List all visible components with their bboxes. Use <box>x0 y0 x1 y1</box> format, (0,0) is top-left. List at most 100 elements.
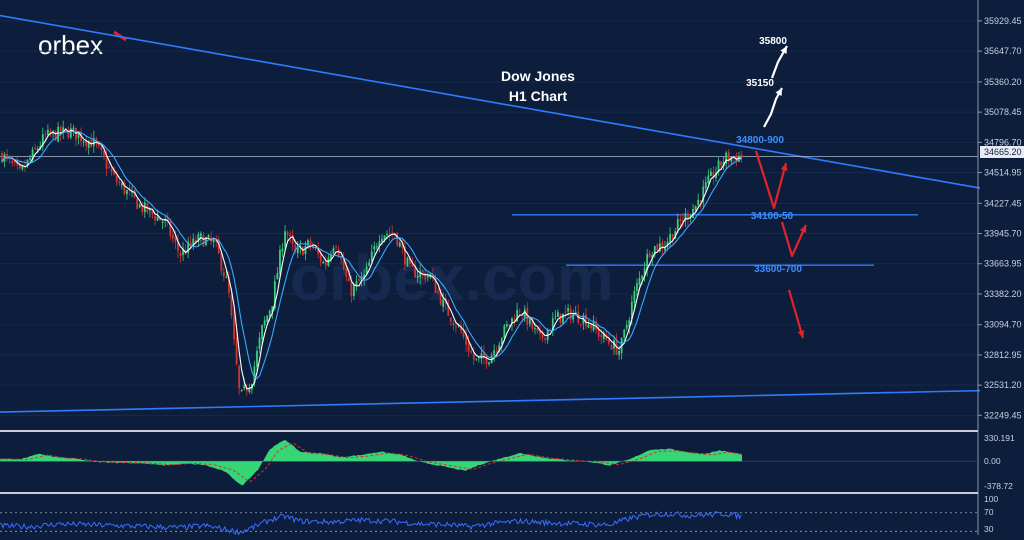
candle-body <box>551 318 554 330</box>
candle-body <box>528 317 531 325</box>
candle-body <box>286 232 289 236</box>
candle-body <box>681 219 684 222</box>
candle-body <box>467 342 470 352</box>
candle-body <box>692 208 694 218</box>
candle-body <box>194 239 197 244</box>
candle-body <box>653 246 656 255</box>
candle-body <box>54 131 57 141</box>
candle-body <box>256 350 258 367</box>
candle-body <box>98 143 100 146</box>
candle-body <box>460 325 462 332</box>
candle-body <box>636 283 638 292</box>
candle-body <box>85 140 88 146</box>
trendlines <box>0 14 981 413</box>
candle-body <box>613 340 615 349</box>
candle-body <box>702 186 705 203</box>
candle-body <box>268 310 271 317</box>
candle-body <box>189 242 192 246</box>
price-tick-label: 33663.95 <box>984 259 1022 269</box>
candle-body <box>245 387 248 392</box>
candle-body <box>498 344 501 353</box>
arrow-to-35150-head <box>775 88 782 96</box>
candle-body <box>82 141 85 143</box>
candle-body <box>284 231 286 248</box>
candle-body <box>230 294 233 316</box>
candle-body <box>233 315 235 339</box>
candle-body <box>335 246 337 248</box>
arrow-to-35800-head <box>780 46 787 54</box>
price-tick-label: 34796.70 <box>984 137 1022 147</box>
candle-body <box>373 245 376 250</box>
current-price-box <box>980 146 1024 158</box>
candle-body <box>342 257 345 270</box>
candle-body <box>633 291 636 303</box>
candle-body <box>381 238 383 242</box>
candle-body <box>715 172 717 179</box>
candle-body <box>585 314 587 327</box>
candle-body <box>623 329 626 338</box>
candle-body <box>281 248 284 252</box>
candle-body <box>656 244 659 251</box>
candle-body <box>554 316 557 318</box>
candle-body <box>21 165 24 169</box>
rsi-tick-70: 70 <box>984 507 994 517</box>
candle-body <box>455 326 457 328</box>
candle-body <box>263 320 266 326</box>
candle-body <box>322 261 325 264</box>
candle-body <box>6 154 8 157</box>
price-tick-label: 33382.20 <box>984 289 1022 299</box>
candle-body <box>531 318 534 329</box>
candle-body <box>279 249 281 275</box>
price-tick-label: 33094.70 <box>984 320 1022 330</box>
candle-body <box>391 232 394 234</box>
candle-body <box>378 241 381 246</box>
candle-body <box>166 217 169 222</box>
candle-body <box>669 234 671 243</box>
candle-body <box>602 332 605 339</box>
candle-body <box>730 157 733 162</box>
macd-histogram <box>0 440 742 486</box>
candle-body <box>44 134 47 136</box>
candle-body <box>123 182 126 194</box>
candle-body <box>151 209 154 215</box>
candle-body <box>13 161 16 163</box>
candle-body <box>549 329 552 331</box>
candle-body <box>212 239 215 243</box>
candle-body <box>72 127 75 130</box>
candle-body <box>676 219 679 230</box>
level-label-34800-900: 34800-900 <box>736 135 784 146</box>
support-trendline <box>0 389 981 413</box>
target-label-35800: 35800 <box>759 36 787 47</box>
rsi-tick-100: 100 <box>984 494 998 504</box>
candle-body <box>404 246 406 265</box>
candle-body <box>307 240 309 245</box>
candle-body <box>597 328 600 337</box>
candle-body <box>646 253 649 271</box>
candle-body <box>120 183 123 186</box>
macd-tick-top: 330.191 <box>984 433 1015 443</box>
candle-body <box>442 299 445 307</box>
candle-body <box>630 302 633 319</box>
candle-body <box>202 235 205 247</box>
candle-body <box>138 204 141 208</box>
candle-body <box>271 306 274 313</box>
candle-body <box>383 235 386 240</box>
candle-body <box>534 328 536 330</box>
candle-body <box>34 147 37 150</box>
candle-body <box>434 277 437 293</box>
candle-body <box>409 257 411 264</box>
candle-body <box>651 255 654 259</box>
candle-body <box>177 241 179 251</box>
macd-tick-bottom: -378.72 <box>984 481 1013 491</box>
candle-body <box>309 240 312 246</box>
candle-body <box>161 222 164 224</box>
level-label-33600-700: 33600-700 <box>754 264 802 275</box>
candle-body <box>559 313 562 323</box>
price-tick-label: 32249.45 <box>984 410 1022 420</box>
moving-averages <box>1 128 742 390</box>
candle-body <box>67 130 70 138</box>
arrow-further-drop <box>787 289 805 339</box>
candle-body <box>225 277 228 279</box>
candle-body <box>41 134 44 147</box>
